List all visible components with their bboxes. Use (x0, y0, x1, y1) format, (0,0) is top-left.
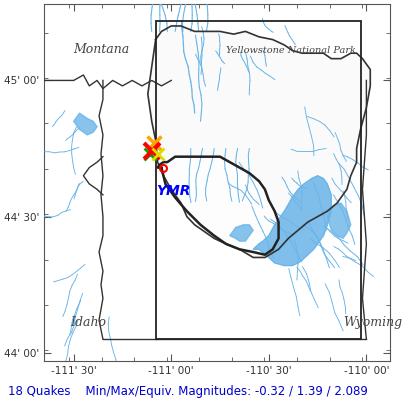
Text: YMR: YMR (155, 184, 189, 198)
Polygon shape (157, 157, 278, 255)
Text: 18 Quakes    Min/Max/Equiv. Magnitudes: -0.32 / 1.39 / 2.089: 18 Quakes Min/Max/Equiv. Magnitudes: -0.… (8, 385, 367, 398)
Text: Idaho: Idaho (70, 316, 106, 328)
Text: Montana: Montana (74, 43, 130, 56)
Text: Yellowstone National Park: Yellowstone National Park (225, 46, 355, 55)
Polygon shape (229, 225, 253, 241)
Polygon shape (74, 113, 97, 135)
Polygon shape (253, 176, 330, 266)
Text: Wyoming: Wyoming (342, 316, 401, 328)
Polygon shape (148, 26, 369, 258)
Polygon shape (326, 203, 350, 238)
Bar (155, 20, 360, 339)
